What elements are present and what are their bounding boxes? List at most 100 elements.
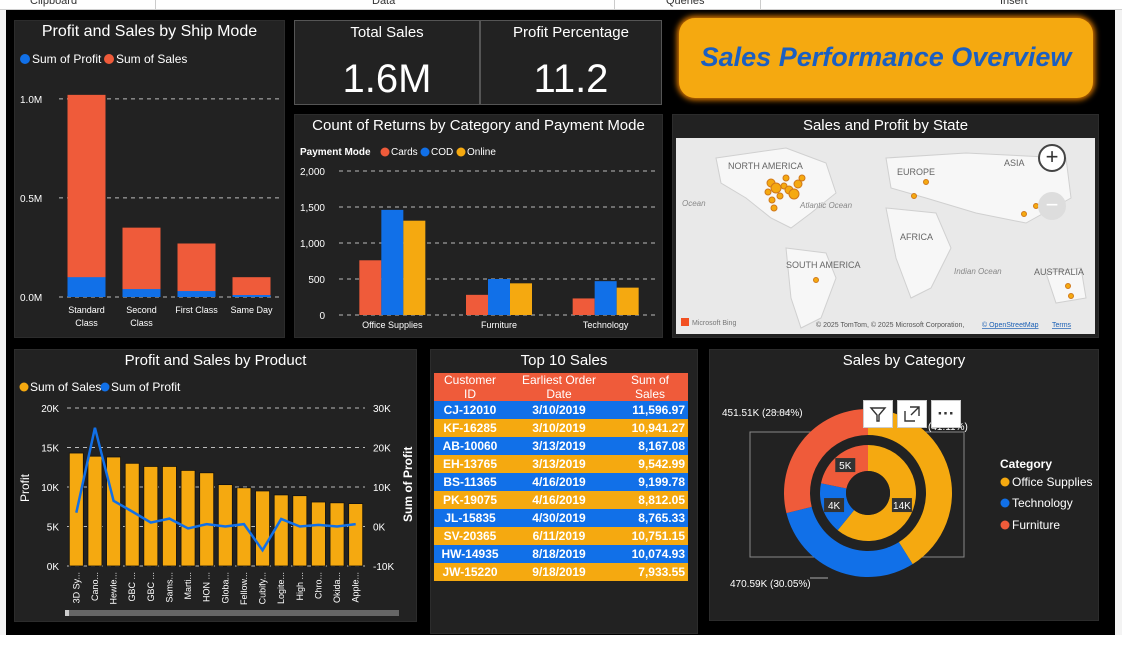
returns-bar-cards[interactable] [359,260,382,315]
product-sales-bar[interactable] [180,470,196,567]
product-y-right-label: Sum of Profit [401,447,415,522]
order-date-cell: 3/10/2019 [506,401,612,419]
table-row[interactable]: HW-14935 8/18/2019 10,074.93 [434,545,688,563]
focus-mode-icon[interactable] [897,400,927,428]
product-sales-bar[interactable] [292,495,308,567]
profit-percentage-card[interactable]: Profit Percentage 11.2 [480,20,662,105]
title-banner: Sales Performance Overview [679,18,1093,98]
product-sales-bar[interactable] [273,494,289,567]
inner-label: 14K [893,501,911,512]
map-label-atlantic: Atlantic Ocean [799,201,853,210]
returns-bar-online[interactable] [616,287,639,315]
product-sales-bar[interactable] [255,490,270,567]
returns-bar-cards[interactable] [572,298,595,315]
product-sales-bar[interactable] [199,472,215,567]
customer-id-cell: CJ-12010 [434,401,506,419]
col-sum-of-sales[interactable]: Sum of Sales [612,373,688,401]
returns-chart[interactable]: Count of Returns by Category and Payment… [294,114,663,338]
table-row[interactable]: BS-11365 4/16/2019 9,199.78 [434,473,688,491]
ship-mode-chart[interactable]: Profit and Sales by Ship Mode Sum of Pro… [14,20,285,338]
ship-sales-bar[interactable] [67,94,106,297]
category-outer-slice[interactable] [868,409,952,565]
product-sales-bar[interactable] [106,456,121,567]
product-y-right-tick: 10K [373,483,391,494]
map-osm-link[interactable]: © OpenStreetMap [982,321,1039,329]
ship-sales-bar[interactable] [232,277,271,297]
product-sales-bar[interactable] [236,487,252,567]
legend-cards-label: Cards [391,147,418,158]
total-sales-card[interactable]: Total Sales 1.6M [294,20,480,105]
ship-profit-bar[interactable] [122,289,161,297]
table-row[interactable]: AB-10060 3/13/2019 8,167.08 [434,437,688,455]
table-row[interactable]: KF-16285 3/10/2019 10,941.27 [434,419,688,437]
table-row[interactable]: EH-13765 3/13/2019 9,542.99 [434,455,688,473]
ribbon-insert[interactable]: Insert [1000,0,1028,7]
product-y-left-label: Profit [18,473,32,502]
filter-icon[interactable] [863,400,893,428]
zoom-in-button[interactable]: + [1038,144,1066,172]
product-sales-bar[interactable] [162,466,177,567]
ship-sales-bar[interactable] [177,243,216,297]
returns-bar-online[interactable] [403,220,426,315]
customer-id-cell: JL-15835 [434,509,506,527]
product-chart[interactable]: Profit and Sales by Product Sum of Sales… [14,349,417,622]
legend-product-sales-dot [19,382,29,392]
col-earliest-order-date[interactable]: Earliest Order Date [506,373,612,401]
product-title: Profit and Sales by Product [124,352,307,369]
sales-cell: 9,542.99 [612,455,688,473]
col-customer-id[interactable]: Customer ID [434,373,506,401]
map-terms-link[interactable]: Terms [1052,322,1072,329]
table-row[interactable]: JL-15835 4/30/2019 8,765.33 [434,509,688,527]
ribbon-queries[interactable]: Queries [666,0,705,7]
returns-bar-cod[interactable] [488,279,510,315]
product-sales-bar[interactable] [329,502,345,567]
ribbon-data[interactable]: Data [372,0,396,7]
map-view[interactable]: NORTH AMERICA EUROPE ASIA AFRICA SOUTH A… [676,138,1095,334]
category-outer-slice[interactable] [786,506,913,577]
returns-y-tick: 0 [319,311,325,322]
product-x-tick: 3D Sy... [71,572,81,603]
category-chart[interactable]: Sales by Category 14K 4K 5K 451.51K (28.84… [709,349,1099,621]
returns-bar-cod[interactable] [381,209,404,315]
table-row[interactable]: SV-20365 6/11/2019 10,751.15 [434,527,688,545]
ship-mode-title: Profit and Sales by Ship Mode [41,23,258,40]
product-x-tick: Marti... [183,572,193,600]
ship-x-tick: Second [126,305,157,315]
product-y-right-tick: 30K [373,404,391,415]
product-sales-bar[interactable] [311,501,326,567]
sales-cell: 7,933.55 [612,563,688,581]
ship-sales-bar[interactable] [122,227,161,297]
map-label-indian: Indian Ocean [954,267,1002,276]
ship-x-tick: Class [130,318,153,328]
table-row[interactable]: CJ-12010 3/10/2019 11,596.97 [434,401,688,419]
table-row[interactable]: PK-19075 4/16/2019 8,812.05 [434,491,688,509]
product-scrollbar-handle[interactable] [65,610,69,616]
more-options-icon[interactable]: ··· [931,400,961,428]
zoom-out-button[interactable]: − [1038,192,1066,220]
category-outer-slice[interactable] [784,409,868,514]
product-scrollbar[interactable] [65,610,399,616]
legend-online-label: Online [467,147,496,158]
product-sales-bar[interactable] [348,503,364,567]
category-inner-slice[interactable] [837,445,916,541]
ship-profit-bar[interactable] [177,291,216,297]
product-x-tick: Logite... [276,572,286,604]
ship-profit-bar[interactable] [67,277,106,297]
returns-bar-online[interactable] [510,283,532,315]
legend-online-dot [456,147,466,157]
table-row[interactable]: JW-15220 9/18/2019 7,933.55 [434,563,688,581]
category-svg: 14K 4K 5K 451.51K (28.84%) 470.59K (30.05%… [722,408,1093,590]
ribbon-clipboard[interactable]: Clipboard [30,0,78,7]
product-sales-bar[interactable] [87,455,103,567]
product-x-tick: Cubify... [258,572,268,604]
legend-cod-label: COD [431,147,453,158]
product-x-tick: Sams... [164,572,174,603]
customer-id-cell: HW-14935 [434,545,506,563]
order-date-cell: 9/18/2019 [506,563,612,581]
returns-bar-cards[interactable] [466,294,488,315]
product-sales-bar[interactable] [143,466,159,567]
returns-bar-cod[interactable] [594,281,617,315]
ship-profit-bar[interactable] [232,295,271,297]
ship-x-tick: Standard [68,305,105,315]
order-date-cell: 3/13/2019 [506,437,612,455]
